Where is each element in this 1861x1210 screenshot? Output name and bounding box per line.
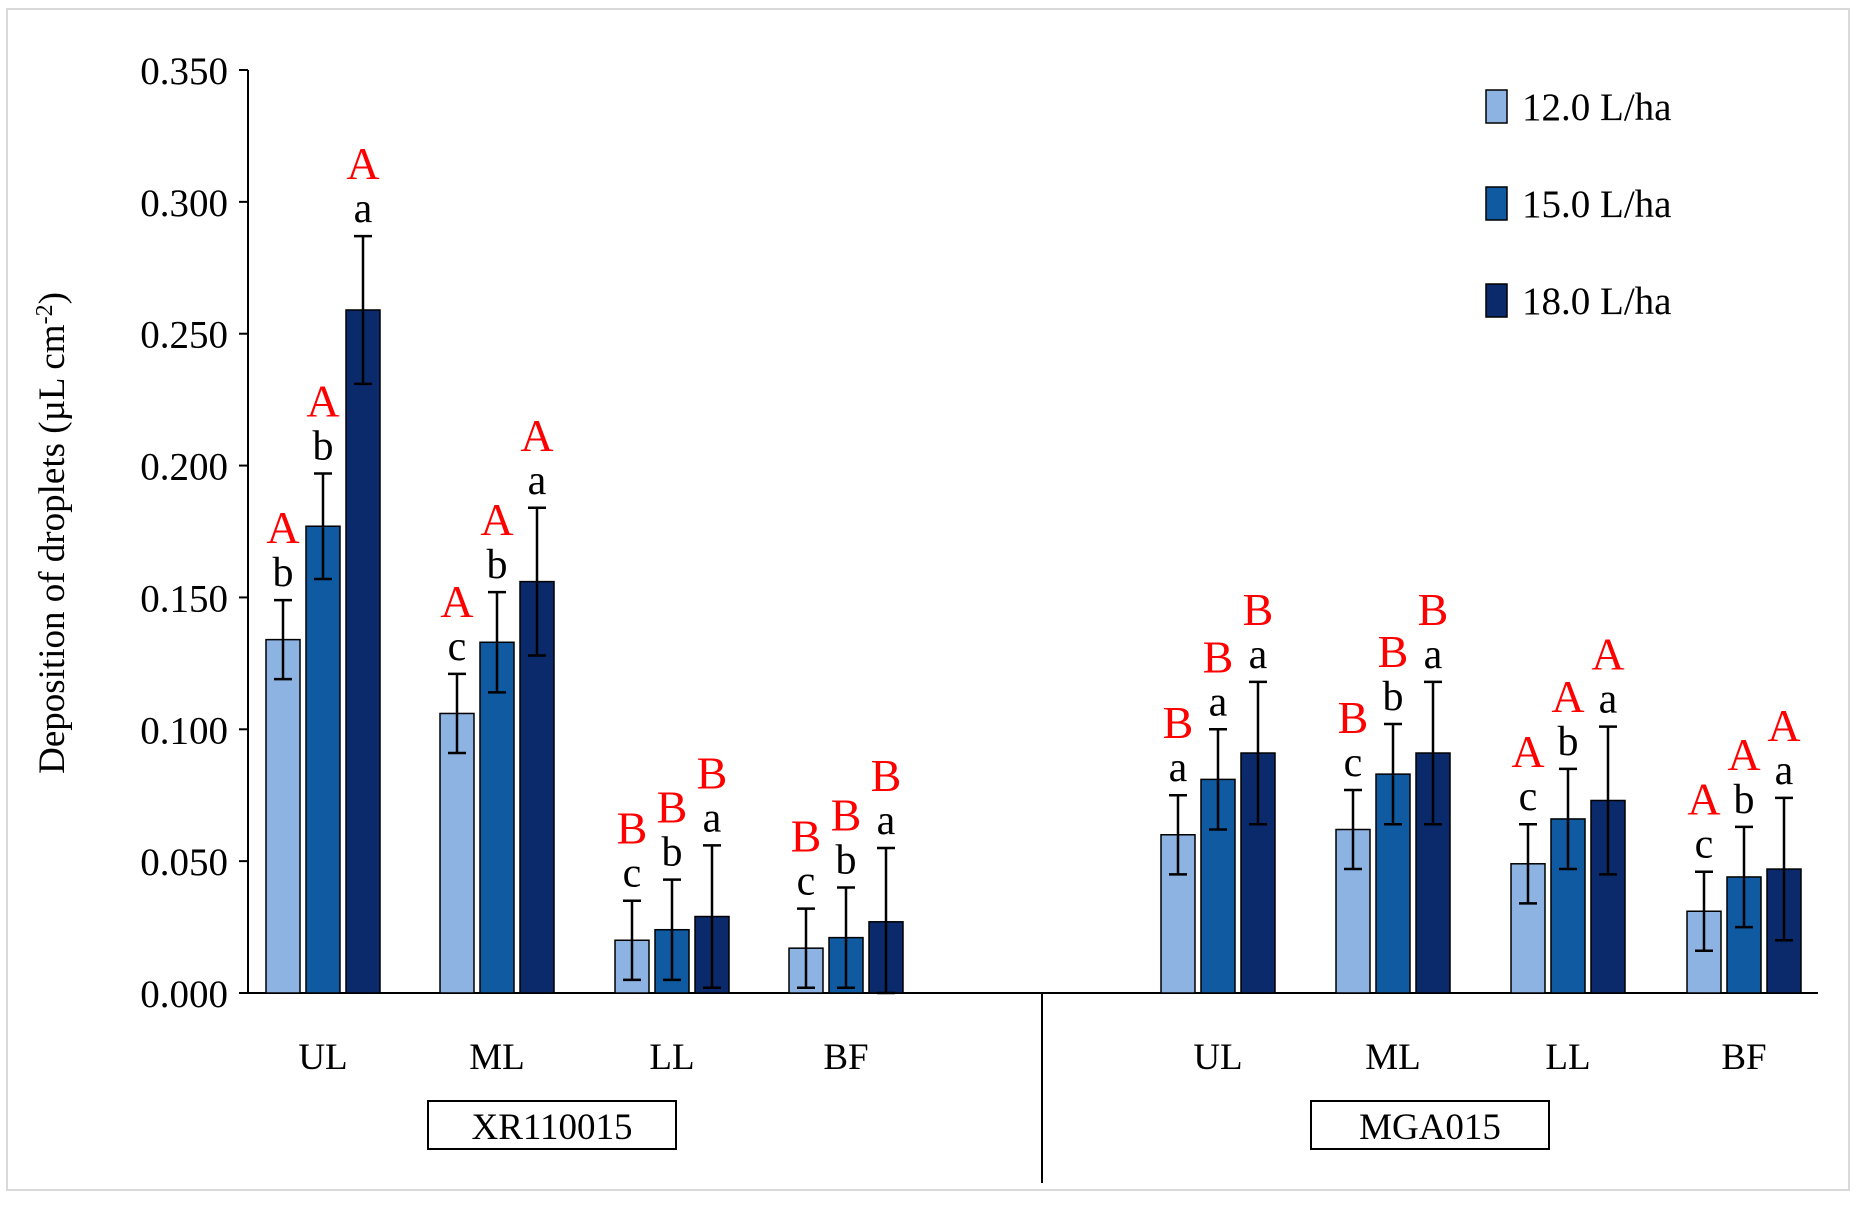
significance-letter: b <box>1558 719 1579 765</box>
significance-letter: b <box>313 423 334 469</box>
bar-XR110015-ML-1 <box>479 641 515 994</box>
group-label-box <box>1310 1100 1550 1150</box>
legend: 12.0 L/ha 15.0 L/ha 18.0 L/ha <box>1485 86 1671 323</box>
significance-letter: a <box>1169 745 1188 791</box>
significance-capital: A <box>306 375 339 426</box>
significance-capital: A <box>1767 700 1800 751</box>
significance-letter: b <box>662 830 683 876</box>
significance-letter: c <box>623 851 642 897</box>
category-label: BF <box>1721 1037 1766 1078</box>
y-tick-label: 0.300 <box>140 182 228 225</box>
significance-capital: A <box>440 576 473 627</box>
significance-letter: a <box>528 458 547 504</box>
y-axis-title-end: ) <box>32 292 73 304</box>
legend-swatch <box>1485 283 1508 318</box>
group-label: MGA015 <box>1359 1107 1501 1148</box>
significance-letter: a <box>703 795 722 841</box>
legend-swatch <box>1485 89 1508 124</box>
significance-letter: a <box>1249 632 1268 678</box>
significance-capital: B <box>657 782 688 833</box>
significance-capital: A <box>1687 774 1720 825</box>
category-label: BF <box>823 1037 868 1078</box>
legend-label: 15.0 L/ha <box>1522 183 1671 226</box>
category-label: LL <box>1545 1037 1590 1078</box>
y-tick-label: 0.100 <box>140 709 228 752</box>
significance-letter: b <box>1383 674 1404 720</box>
significance-letter: b <box>487 542 508 588</box>
significance-capital: B <box>791 811 822 862</box>
significance-capital: A <box>520 410 553 461</box>
significance-capital: B <box>1418 584 1449 635</box>
axes-layer: 0.000 0.050 0.100 0.150 0.200 0.250 0.300 0.350… <box>32 50 1818 1183</box>
significance-capital: A <box>1591 629 1624 680</box>
y-tick-label: 0.150 <box>140 577 228 620</box>
significance-letter: a <box>1424 632 1443 678</box>
significance-capital: B <box>697 747 728 798</box>
y-tick-label: 0.050 <box>140 841 228 884</box>
category-label: LL <box>649 1037 694 1078</box>
category-label: UL <box>298 1037 347 1078</box>
significance-letter: a <box>354 186 373 232</box>
legend-label: 18.0 L/ha <box>1522 280 1671 323</box>
significance-capital: B <box>1338 692 1369 743</box>
bars-layer <box>265 234 1802 995</box>
y-axis-title: Deposition of droplets (µL cm-2) <box>32 292 73 774</box>
legend-swatch <box>1485 186 1508 221</box>
significance-capital: B <box>1243 584 1274 635</box>
legend-label: 12.0 L/ha <box>1522 86 1671 129</box>
significance-letter: b <box>1734 777 1755 823</box>
significance-capital: A <box>480 494 513 545</box>
significance-capital: A <box>1511 726 1544 777</box>
significance-letter: a <box>1209 679 1228 725</box>
significance-capital: A <box>266 502 299 553</box>
bar-XR110015-UL-0 <box>265 638 301 994</box>
significance-letter: a <box>877 798 896 844</box>
y-tick-label: 0.250 <box>140 314 228 357</box>
bar-XR110015-ML-0 <box>439 712 475 994</box>
group-label: XR110015 <box>471 1107 632 1148</box>
significance-letter: b <box>273 550 294 596</box>
significance-letter: c <box>1695 822 1714 868</box>
group-label-box <box>427 1100 677 1150</box>
significance-capital: A <box>1727 729 1760 780</box>
y-tick-label: 0.200 <box>140 446 228 489</box>
y-tick-label: 0.000 <box>140 973 228 1016</box>
significance-capital: B <box>831 790 862 841</box>
significance-capital: A <box>346 138 379 189</box>
significance-letter: c <box>1519 774 1538 820</box>
significance-capital: B <box>617 803 648 854</box>
significance-capital: A <box>1551 671 1584 722</box>
significance-letter: c <box>448 624 467 670</box>
significance-capital: B <box>1203 631 1234 682</box>
bar-XR110015-UL-1 <box>305 525 341 994</box>
significance-letter: b <box>836 838 857 884</box>
y-tick-label: 0.350 <box>140 50 228 93</box>
bar-XR110015-UL-2 <box>345 309 381 994</box>
significance-capital: B <box>1163 697 1194 748</box>
y-axis-title-main: Deposition of droplets (µL cm <box>32 324 73 774</box>
significance-letter: c <box>1344 740 1363 786</box>
significance-capital: B <box>1378 626 1409 677</box>
category-label: ML <box>1365 1037 1421 1078</box>
significance-letter: a <box>1599 677 1618 723</box>
category-label: ML <box>469 1037 525 1078</box>
significance-letter: c <box>797 859 816 905</box>
category-label: UL <box>1193 1037 1242 1078</box>
y-axis-title-superscript: -2 <box>32 304 58 324</box>
significance-letter: a <box>1775 748 1794 794</box>
significance-capital: B <box>871 750 902 801</box>
